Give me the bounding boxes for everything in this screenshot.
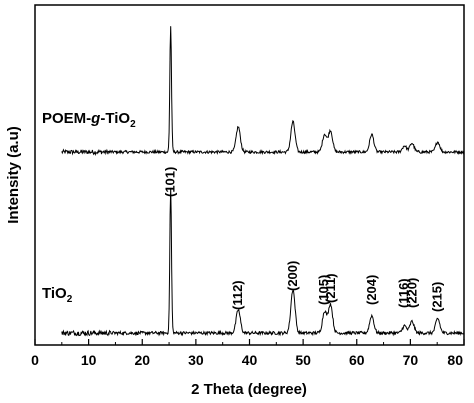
x-tick-label: 0 [31, 352, 39, 368]
peak-annotations: (101) (112) (200) (105)(211) (204) (116)(220)… [163, 167, 445, 312]
peak-annotation-label: (116) [396, 278, 411, 308]
peak-annotation-label: (220) [405, 278, 420, 308]
peak-annotation-label: (105) [316, 275, 331, 305]
series-label-poem-sub: 2 [130, 119, 136, 130]
series-label-tio2-main: TiO [42, 285, 67, 302]
peak-annotation-label: (211) [323, 273, 338, 303]
series-label-tio2-sub: 2 [67, 294, 73, 305]
y-axis-title: Intensity (a.u) [5, 126, 22, 224]
peak-annotation-label: (215) [430, 282, 445, 312]
x-tick-label: 80 [447, 352, 463, 368]
series-line-1 [61, 187, 465, 337]
peak-annotation-label: (112) [230, 280, 245, 310]
x-tick-label: 70 [403, 352, 419, 368]
peak-annotation-label: (204) [364, 275, 379, 305]
x-axis-title: 2 Theta (degree) [191, 381, 307, 398]
peak-annotation-label: (200) [285, 261, 300, 291]
series-label-poem-tail: -TiO [100, 110, 130, 127]
series-label-poem-italic: g [90, 110, 100, 127]
x-tick-label: 50 [295, 352, 311, 368]
series-label-poem: POEM-g-TiO2 [42, 110, 136, 130]
x-tick-label: 20 [134, 352, 150, 368]
series-line-0 [61, 26, 465, 157]
peak-annotation-label: (101) [163, 167, 178, 197]
series-layer [61, 26, 465, 337]
x-tick-label: 40 [242, 352, 258, 368]
x-tick-label: 30 [188, 352, 204, 368]
x-ticks: 0 10 20 30 40 50 60 70 80 [31, 339, 465, 368]
x-tick-label: 60 [349, 352, 365, 368]
series-label-poem-main: POEM- [42, 110, 91, 127]
series-label-tio2: TiO2 [42, 285, 73, 305]
x-tick-label: 10 [81, 352, 97, 368]
